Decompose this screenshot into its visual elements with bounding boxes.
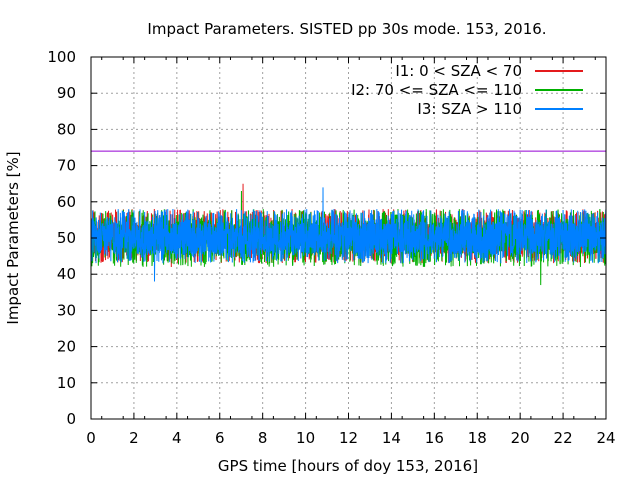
x-tick-label: 0: [86, 429, 96, 447]
y-tick-label: 40: [57, 265, 76, 283]
legend-label: I2: 70 <= SZA <= 110: [351, 81, 522, 99]
x-tick-label: 14: [382, 429, 401, 447]
y-tick-label: 10: [57, 374, 76, 392]
y-tick-label: 20: [57, 338, 76, 356]
series-line-3: [90, 187, 607, 282]
y-tick-label: 0: [66, 410, 76, 428]
x-tick-label: 8: [258, 429, 268, 447]
y-tick-label: 50: [57, 229, 76, 247]
x-tick-label: 10: [296, 429, 315, 447]
x-tick-label: 12: [339, 429, 358, 447]
x-tick-label: 24: [596, 429, 615, 447]
y-tick-label: 100: [47, 48, 76, 66]
legend-label: I3: SZA > 110: [417, 100, 522, 118]
y-tick-label: 60: [57, 193, 76, 211]
legend-label: I1: 0 < SZA < 70: [395, 62, 522, 80]
y-tick-label: 70: [57, 157, 76, 175]
x-axis-label: GPS time [hours of doy 153, 2016]: [218, 457, 478, 475]
series-layer: [90, 183, 607, 286]
x-tick-label: 2: [129, 429, 139, 447]
x-tick-label: 22: [554, 429, 573, 447]
y-axis-label: Impact Parameters [%]: [4, 151, 22, 324]
y-tick-label: 90: [57, 84, 76, 102]
chart-title: Impact Parameters. SISTED pp 30s mode. 1…: [147, 20, 546, 38]
x-tick-label: 6: [215, 429, 225, 447]
x-tick-label: 16: [425, 429, 444, 447]
x-tick-label: 20: [511, 429, 530, 447]
x-tick-label: 18: [468, 429, 487, 447]
x-tick-label: 4: [172, 429, 182, 447]
y-tick-label: 80: [57, 120, 76, 138]
y-tick-label: 30: [57, 301, 76, 319]
